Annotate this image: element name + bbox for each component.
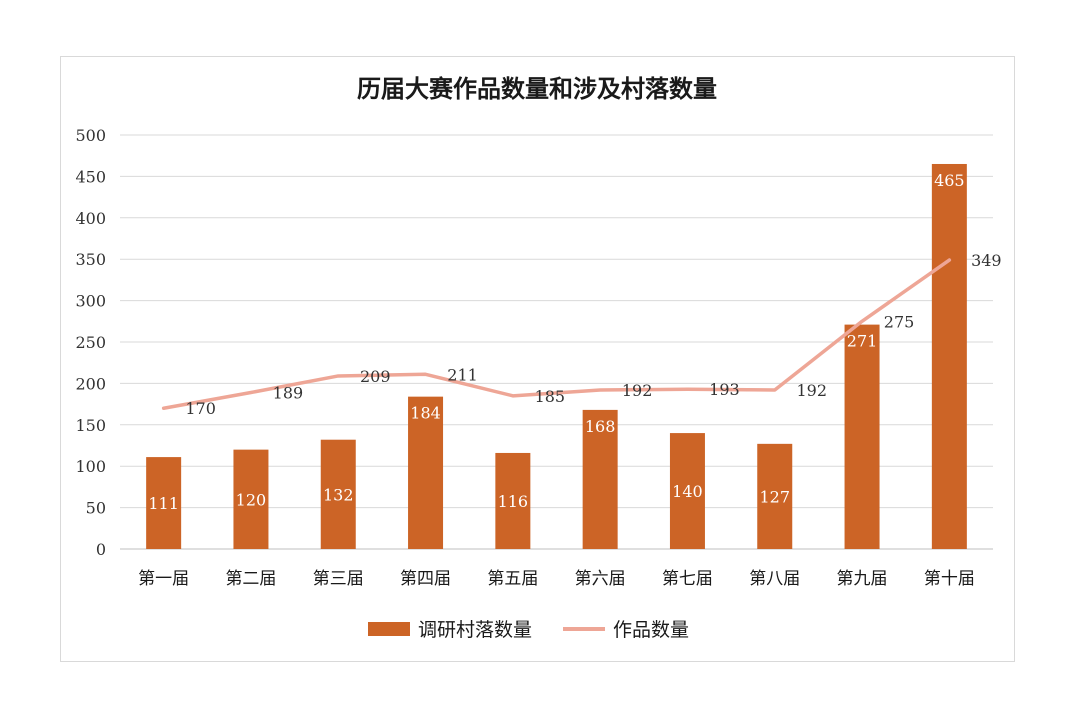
- line-series: 170 189 209 211 185 192 193 192 275 349: [161, 251, 1002, 418]
- y-tick-label-300: 300: [75, 292, 106, 311]
- bar-value-label-1: 111: [148, 494, 179, 513]
- x-tick-label-1: 第一届: [138, 569, 189, 589]
- line-value-label-3: 209: [360, 367, 391, 386]
- x-tick-label-4: 第四届: [400, 569, 451, 589]
- line-value-label-9: 275: [884, 312, 915, 331]
- x-tick-label-3: 第三届: [313, 569, 364, 589]
- x-tick-label-7: 第七届: [662, 569, 713, 589]
- y-tick-label-400: 400: [75, 209, 106, 228]
- chart-title: 历届大赛作品数量和涉及村落数量: [357, 74, 717, 103]
- y-tick-label-50: 50: [86, 499, 106, 518]
- y-axis: 0 50 100 150 200 250 300 350 400 450 500: [75, 126, 106, 559]
- y-tick-label-200: 200: [75, 374, 106, 393]
- bar-value-label-4: 184: [410, 404, 441, 423]
- line-value-label-8: 192: [796, 381, 827, 400]
- legend: 调研村落数量 作品数量: [368, 619, 689, 641]
- x-axis: 第一届 第二届 第三届 第四届 第五届 第六届 第七届 第八届 第九届 第十届: [138, 569, 975, 589]
- x-tick-label-2: 第二届: [225, 569, 276, 589]
- bar-value-label-7: 140: [672, 482, 703, 501]
- bar-10: [931, 163, 967, 550]
- x-tick-label-10: 第十届: [924, 569, 975, 589]
- x-tick-label-8: 第八届: [749, 569, 800, 589]
- bar-6: [582, 409, 618, 549]
- y-tick-label-450: 450: [75, 167, 106, 186]
- bar-3: [320, 439, 356, 549]
- y-tick-label-150: 150: [75, 416, 106, 435]
- y-tick-label-250: 250: [75, 333, 106, 352]
- line-value-label-2: 189: [273, 384, 304, 403]
- legend-swatch-bar: [368, 622, 410, 636]
- bar-4: [408, 396, 444, 549]
- y-tick-label-500: 500: [75, 126, 106, 145]
- bar-9: [844, 324, 880, 549]
- line-value-label-5: 185: [535, 387, 566, 406]
- bar-value-label-2: 120: [236, 490, 267, 509]
- bar-value-label-8: 127: [759, 487, 790, 506]
- x-tick-label-6: 第六届: [575, 569, 626, 589]
- bar-8: [757, 443, 793, 549]
- line-value-label-10: 349: [971, 251, 1002, 270]
- y-tick-label-0: 0: [96, 540, 106, 559]
- legend-label-line: 作品数量: [613, 619, 689, 641]
- bar-2: [233, 449, 269, 549]
- line-value-label-6: 192: [622, 381, 653, 400]
- x-tick-label-5: 第五届: [487, 569, 538, 589]
- x-tick-label-9: 第九届: [837, 569, 888, 589]
- bar-7: [669, 433, 705, 549]
- line-path: [161, 258, 952, 410]
- line-value-label-4: 211: [447, 365, 478, 384]
- bar-value-label-9: 271: [847, 332, 878, 351]
- bar-value-label-6: 168: [585, 417, 616, 436]
- bar-value-label-5: 116: [498, 492, 529, 511]
- y-tick-label-100: 100: [75, 457, 106, 476]
- legend-label-bar: 调研村落数量: [418, 619, 532, 641]
- bar-5: [495, 452, 531, 549]
- line-value-label-1: 170: [185, 399, 216, 418]
- line-value-label-7: 193: [709, 380, 740, 399]
- bar-series: 111 120 132 184 116 168 140 127 271 465: [146, 163, 967, 550]
- bar-value-label-10: 465: [934, 171, 965, 190]
- bar-1: [146, 457, 182, 549]
- bar-value-label-3: 132: [323, 485, 354, 504]
- y-tick-label-350: 350: [75, 250, 106, 269]
